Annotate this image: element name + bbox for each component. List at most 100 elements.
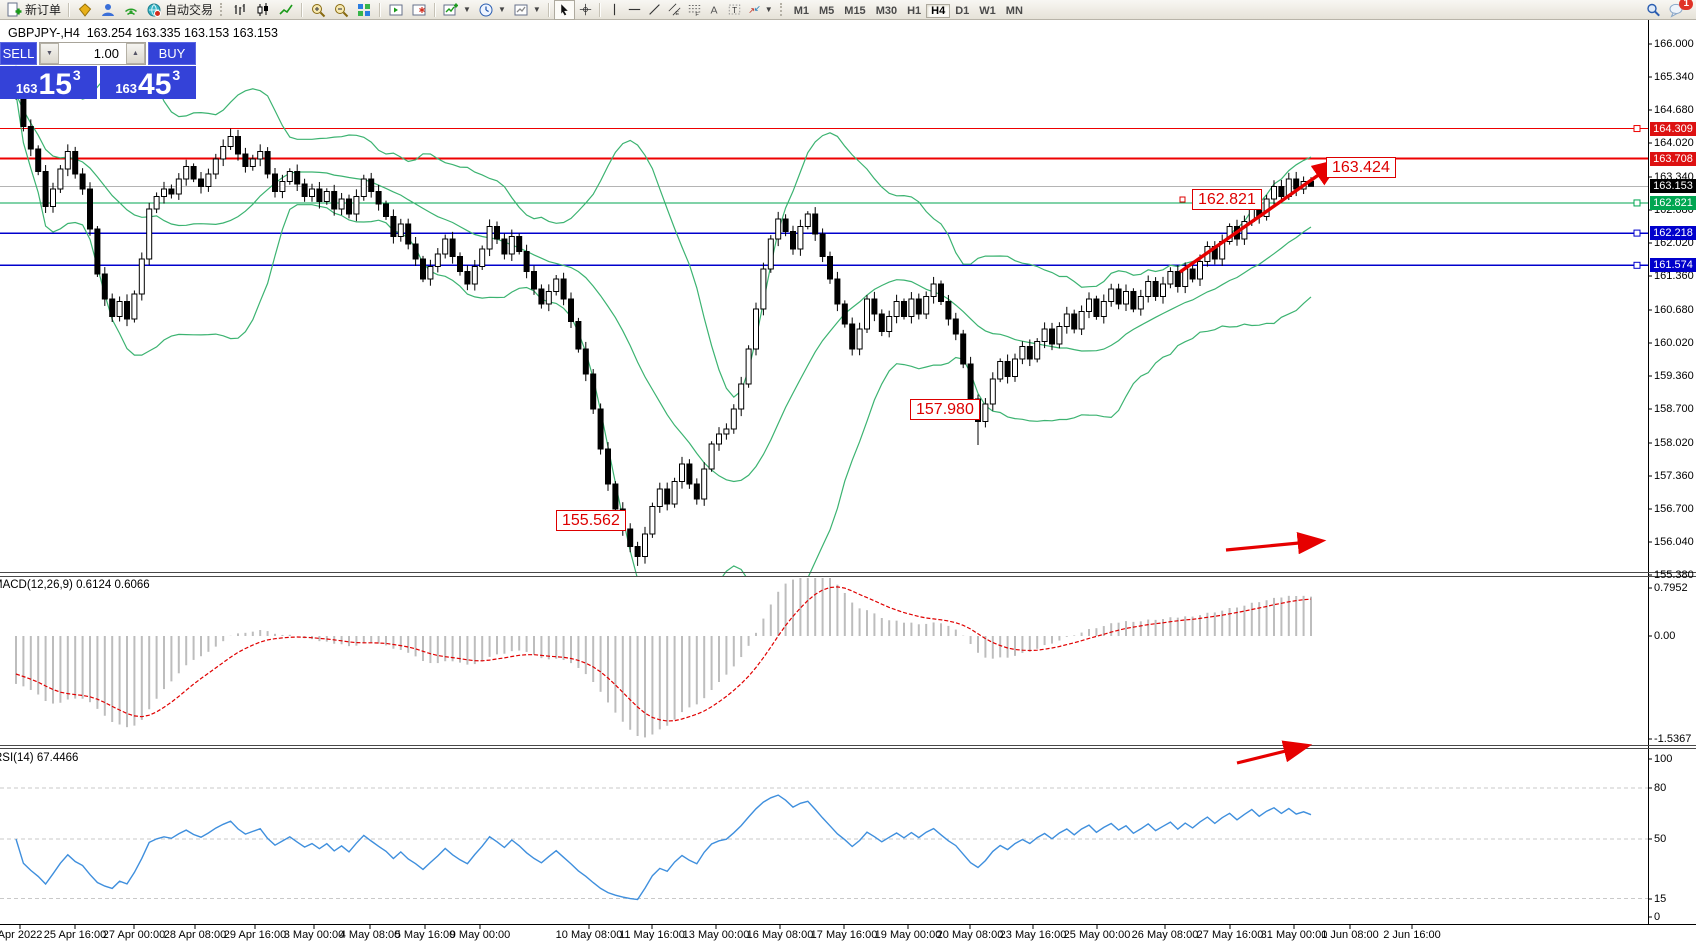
trendline-tool[interactable] — [645, 1, 664, 19]
annotation-price-label[interactable]: 155.562 — [556, 510, 626, 531]
rsi-value: 67.4466 — [36, 752, 79, 764]
annotation-price-label[interactable]: 157.980 — [910, 399, 980, 420]
vertical-line-tool[interactable] — [605, 1, 624, 19]
periods-button[interactable]: ▼ — [475, 1, 509, 19]
buy-price-pips: 45 — [138, 68, 172, 101]
shift-chart-button[interactable] — [385, 1, 407, 19]
cursor-tool-button[interactable] — [553, 0, 575, 20]
annotation-price-label[interactable]: 162.821 — [1192, 189, 1262, 210]
volume-increase-button[interactable]: ▲ — [126, 43, 145, 64]
horizontal-line-tool[interactable] — [625, 1, 644, 19]
one-click-trading-panel: SELL ▼ 1.00 ▲ BUY 163 15 3 163 45 3 — [0, 42, 196, 101]
trend-arrow[interactable] — [1225, 531, 1327, 555]
sell-price-button[interactable]: 163 15 3 — [0, 66, 97, 100]
timeframe-button-d1[interactable]: D1 — [955, 4, 970, 17]
separator — [598, 2, 601, 17]
buy-button[interactable]: BUY — [148, 42, 196, 65]
macd-main-value: 0.6124 — [76, 579, 112, 591]
drag-handle — [220, 3, 225, 16]
timeframe-button-h1[interactable]: H1 — [907, 4, 922, 17]
autotrading-label: 自动交易 — [165, 3, 214, 17]
timeframe-button-m15[interactable]: M15 — [844, 4, 866, 17]
timeframe-button-mn[interactable]: MN — [1005, 4, 1023, 17]
buy-price-button[interactable]: 163 45 3 — [99, 66, 196, 101]
new-order-icon — [7, 2, 22, 16]
bollinger-lower-band — [15, 93, 1312, 577]
trend-arrow[interactable] — [1236, 740, 1313, 765]
shift-end-button[interactable] — [408, 1, 430, 19]
annotation-anchor[interactable] — [1179, 196, 1186, 203]
quote-header: GBPJPY-,H4 163.254 163.335 163.153 163.1… — [8, 26, 278, 40]
new-order-label: 新订单 — [25, 3, 62, 17]
chat-unread-badge: 1 — [1679, 0, 1693, 10]
volume-value[interactable]: 1.00 — [93, 46, 119, 61]
macd-label: MACD(12,26,9) 0.6124 0.6066 — [0, 579, 150, 591]
line-handle-marker[interactable] — [1633, 199, 1641, 207]
channel-icon: E — [668, 3, 681, 16]
line-handle-marker[interactable] — [1633, 125, 1641, 133]
svg-text:F: F — [695, 12, 699, 16]
autotrading-icon — [147, 3, 162, 17]
new-order-button[interactable]: 新订单 — [3, 1, 64, 19]
text-icon: A — [710, 5, 718, 16]
search-button[interactable] — [1642, 1, 1664, 19]
text-label-tool[interactable]: T — [725, 1, 744, 19]
sell-price-point: 3 — [72, 67, 81, 83]
buy-price-int: 163 — [115, 81, 138, 96]
arrows-tool[interactable]: ▼ — [745, 1, 776, 19]
crosshair-tool-button[interactable] — [576, 1, 595, 19]
bars-chart-button[interactable] — [229, 1, 251, 19]
channel-tool[interactable]: E — [665, 1, 684, 19]
indicators-button[interactable]: ▼ — [440, 1, 474, 19]
templates-button[interactable]: ▼ — [510, 1, 544, 19]
shift-chart-icon — [389, 4, 403, 15]
autotrading-button[interactable]: 自动交易 — [143, 1, 216, 19]
signals-button[interactable] — [120, 1, 142, 19]
fibonacci-tool[interactable]: F — [685, 1, 704, 19]
chat-button[interactable]: 1 — [1665, 0, 1693, 19]
search-icon — [1647, 3, 1660, 16]
timeframe-button-m1[interactable]: M1 — [793, 4, 809, 17]
drag-handle — [779, 3, 785, 16]
volume-decrease-button[interactable]: ▼ — [40, 43, 59, 64]
main-toolbar: 新订单 自动交易 — [0, 0, 1696, 20]
buy-price-point: 3 — [172, 67, 181, 83]
separator — [379, 2, 382, 17]
arrows-icon — [749, 5, 760, 14]
annotation-price-label[interactable]: 163.424 — [1326, 157, 1396, 178]
timeframe-button-w1[interactable]: W1 — [979, 4, 996, 17]
text-tool[interactable]: A — [705, 1, 724, 19]
zoom-in-icon — [312, 3, 326, 17]
line-chart-button[interactable] — [275, 1, 297, 19]
fibonacci-icon: F — [688, 5, 700, 16]
separator — [547, 2, 550, 17]
separator — [301, 2, 304, 17]
trend-arrow[interactable] — [1179, 158, 1343, 274]
svg-text:T: T — [732, 6, 737, 15]
macd-signal-line — [15, 586, 1312, 722]
timeframe-button-m30[interactable]: M30 — [875, 4, 898, 17]
templates-icon — [514, 4, 528, 15]
dropdown-caret: ▼ — [764, 5, 773, 14]
timeframe-button-h4[interactable]: H4 — [926, 3, 951, 18]
tile-windows-button[interactable] — [353, 1, 375, 19]
zoom-out-button[interactable] — [330, 1, 352, 19]
sell-button[interactable]: SELL — [0, 42, 37, 65]
volume-stepper: ▼ 1.00 ▲ — [39, 42, 146, 65]
profile-button[interactable] — [97, 1, 119, 19]
crosshair-icon — [579, 3, 591, 16]
bollinger-middle-band — [15, 93, 1312, 483]
macd-signal-value: 0.6066 — [114, 579, 150, 591]
timeframe-button-m5[interactable]: M5 — [819, 4, 835, 17]
profile-icon — [102, 3, 115, 16]
line-handle-marker[interactable] — [1633, 261, 1641, 269]
shift-end-icon — [412, 4, 426, 15]
market-book-button[interactable] — [74, 1, 96, 19]
zoom-in-button[interactable] — [307, 1, 329, 19]
candles-chart-button[interactable] — [252, 1, 274, 19]
dropdown-caret: ▼ — [532, 5, 541, 14]
line-handle-marker[interactable] — [1633, 229, 1641, 237]
indicators-icon — [443, 3, 459, 15]
cursor-icon — [561, 4, 568, 16]
